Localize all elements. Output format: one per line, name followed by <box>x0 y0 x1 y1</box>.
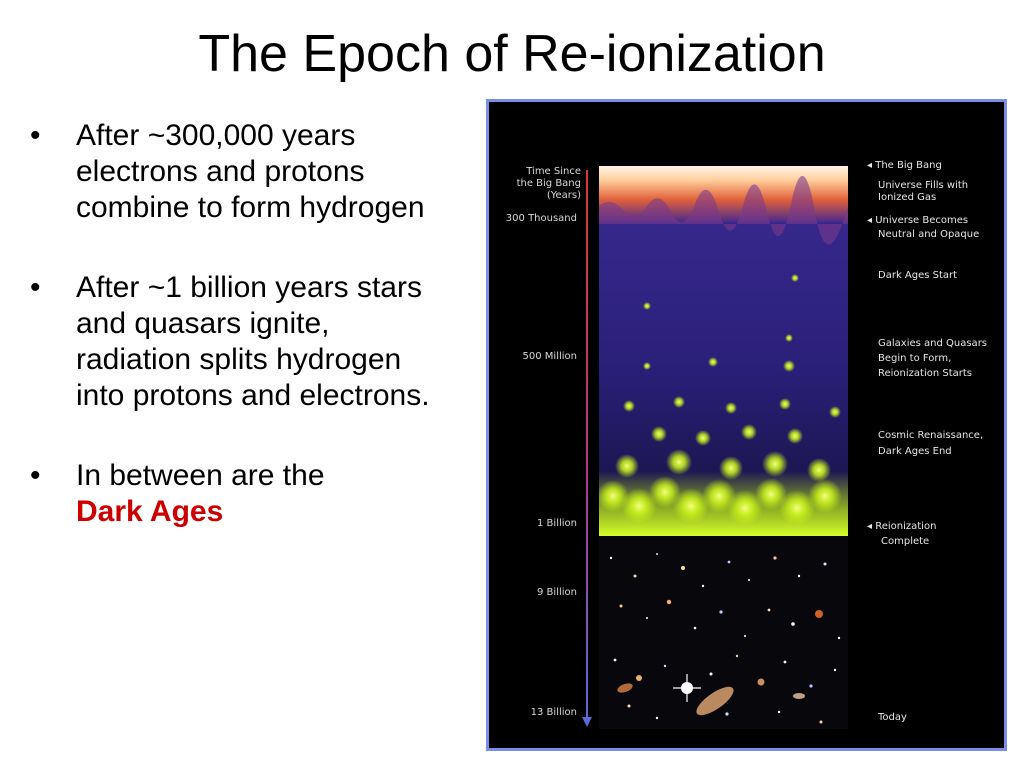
event-line: Neutral and Opaque <box>878 229 980 240</box>
time-label-9-billion: 9 Billion <box>537 587 577 598</box>
pointer-arrow-icon: ◂ <box>867 160 873 171</box>
event-dark-ages-start: Dark Ages Start <box>878 270 958 281</box>
event-line: Cosmic Renaissance, <box>878 430 984 441</box>
bullet-item: • In between are the Dark Ages <box>30 458 450 530</box>
event-line: Complete <box>881 536 930 547</box>
event-line: Ionized Gas <box>878 192 937 203</box>
time-label-13-billion: 13 Billion <box>530 707 577 718</box>
bullet-text: In between are the <box>76 459 325 492</box>
event-line: Begin to Form, <box>878 353 952 364</box>
bullet-text: After ~300,000 years electrons and proto… <box>76 119 425 224</box>
event-line: Galaxies and Quasars <box>878 338 988 349</box>
pointer-arrow-icon: ◂ <box>867 521 873 532</box>
pointer-arrow-icon: ◂ <box>867 215 873 226</box>
bullet-list: • After ~300,000 years electrons and pro… <box>30 118 450 574</box>
bullet-point: • <box>30 459 41 492</box>
dark-ages-highlight: Dark Ages <box>76 495 224 528</box>
event-line: Universe Fills with <box>878 180 969 191</box>
bullet-point: • <box>30 119 41 152</box>
bullet-text: After ~1 billion years stars and quasars… <box>76 271 430 412</box>
event-today: Today <box>878 712 907 723</box>
timeline-arrow <box>586 170 588 722</box>
timeline-arrowhead-icon <box>582 717 592 727</box>
slide-title: The Epoch of Re-ionization <box>198 25 826 83</box>
time-header-line: the Big Bang <box>516 178 581 189</box>
universe-history-illustration <box>599 166 848 729</box>
bullet-item: • After ~300,000 years electrons and pro… <box>30 118 450 226</box>
bullet-item: • After ~1 billion years stars and quasa… <box>30 270 450 414</box>
bullet-point: • <box>30 271 41 304</box>
reionization-timeline-figure: Time Since the Big Bang (Years) 300 Thou… <box>486 99 1007 751</box>
event-line: Reionization Starts <box>878 368 973 379</box>
event-universe-neutral: ◂ Universe Becomes <box>867 215 969 226</box>
time-label-300-thousand: 300 Thousand <box>505 213 577 224</box>
event-line: Dark Ages End <box>878 446 952 457</box>
event-big-bang: ◂ The Big Bang <box>867 160 942 171</box>
time-label-500-million: 500 Million <box>522 351 577 362</box>
time-label-1-billion: 1 Billion <box>537 518 577 529</box>
time-header-line: (Years) <box>546 190 581 201</box>
time-header-line: Time Since <box>526 166 581 177</box>
event-reionization-complete: ◂ Reionization <box>867 521 937 532</box>
